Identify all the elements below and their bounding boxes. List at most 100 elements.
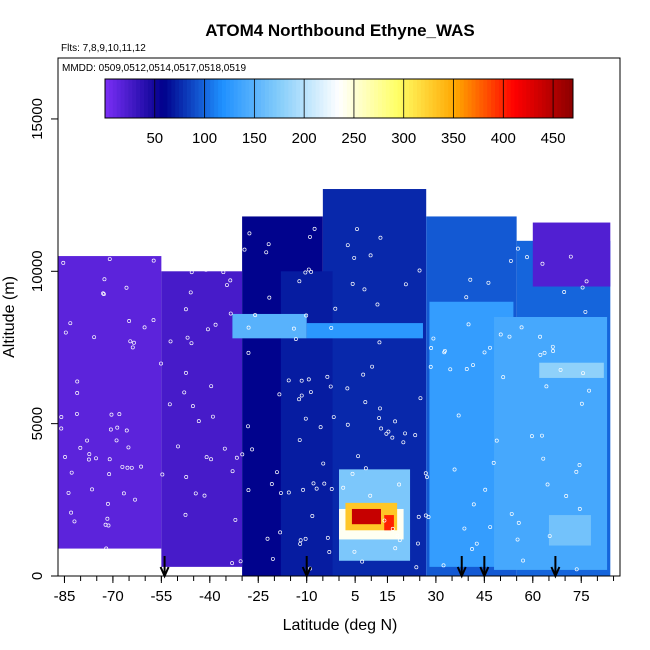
x-tick-label: 60 bbox=[524, 588, 541, 605]
sample-point bbox=[345, 422, 350, 427]
colorbar-segment bbox=[495, 79, 500, 118]
sample-point bbox=[303, 536, 308, 541]
sample-point bbox=[107, 457, 112, 462]
colorbar-segment bbox=[393, 79, 398, 118]
colorbar-segment bbox=[194, 79, 200, 118]
colorbar-segment bbox=[159, 79, 164, 118]
colorbar-segment bbox=[549, 79, 554, 118]
sample-point bbox=[120, 464, 125, 469]
sample-point bbox=[204, 455, 209, 460]
colorbar-segment bbox=[557, 79, 562, 118]
sample-point bbox=[185, 335, 190, 340]
sample-point bbox=[471, 502, 476, 507]
colorbar-segment bbox=[510, 79, 515, 118]
sample-point bbox=[310, 514, 315, 518]
sample-point bbox=[125, 465, 130, 470]
sample-point bbox=[550, 344, 555, 349]
colorbar-segment bbox=[253, 79, 258, 118]
x-tick-label: -10 bbox=[296, 588, 318, 605]
colorbar-tick-label: 400 bbox=[491, 130, 516, 147]
colorbar-tick-label: 350 bbox=[441, 130, 466, 147]
colorbar-segment bbox=[545, 79, 551, 118]
sample-point bbox=[474, 541, 479, 546]
sample-point bbox=[368, 253, 373, 258]
sample-point bbox=[448, 367, 453, 372]
sample-point bbox=[114, 438, 119, 443]
colorbar-segment bbox=[124, 79, 129, 118]
sample-point bbox=[270, 556, 275, 561]
sample-point bbox=[361, 372, 366, 377]
sample-point bbox=[247, 231, 252, 236]
colorbar-tick-label: 450 bbox=[541, 130, 566, 147]
sample-point bbox=[491, 460, 496, 465]
sample-point bbox=[468, 277, 473, 282]
sample-point bbox=[183, 512, 188, 517]
sample-point bbox=[266, 242, 271, 247]
colorbar-frame bbox=[104, 78, 574, 119]
sample-point bbox=[238, 559, 243, 564]
sample-point bbox=[509, 511, 514, 516]
colorbar-segment bbox=[175, 79, 180, 118]
sample-point bbox=[291, 326, 296, 331]
colorbar-segment bbox=[467, 79, 473, 118]
sample-point bbox=[105, 516, 110, 521]
sample-point bbox=[564, 494, 569, 498]
sample-point bbox=[370, 364, 375, 369]
sample-point bbox=[242, 247, 247, 252]
x-tick-label: -55 bbox=[151, 588, 173, 605]
sample-point bbox=[103, 522, 108, 527]
sample-point bbox=[106, 501, 110, 506]
colorbar-segment bbox=[514, 79, 519, 118]
colorbar-segment bbox=[311, 79, 317, 118]
sample-point bbox=[188, 290, 193, 295]
sample-point bbox=[154, 552, 159, 557]
sample-point bbox=[352, 549, 357, 554]
colorbar-segment bbox=[136, 79, 141, 118]
colorbar-segment bbox=[530, 79, 535, 118]
colorbar-segment bbox=[198, 79, 203, 118]
sample-point bbox=[471, 363, 475, 367]
sample-point bbox=[393, 546, 398, 551]
y-tick-label: 5000 bbox=[29, 407, 46, 440]
colorbar-segment bbox=[303, 79, 309, 118]
x-tick-label: -25 bbox=[247, 588, 269, 605]
sample-point bbox=[395, 533, 400, 538]
sample-point bbox=[488, 525, 493, 529]
sample-point bbox=[558, 367, 563, 372]
sample-point bbox=[230, 561, 235, 566]
sample-point bbox=[233, 517, 238, 522]
sample-point bbox=[428, 364, 433, 369]
colorbar-segment bbox=[428, 79, 434, 118]
sample-point bbox=[345, 243, 350, 248]
colorbar-segment bbox=[261, 79, 266, 118]
y-tick-label: 15000 bbox=[29, 98, 46, 140]
x-tick-label: 15 bbox=[379, 588, 396, 605]
sample-point bbox=[286, 490, 291, 495]
colorbar-segment bbox=[444, 79, 449, 118]
colorbar-segment bbox=[339, 79, 344, 118]
sample-point bbox=[541, 456, 546, 461]
sample-point bbox=[222, 446, 227, 451]
sample-point bbox=[345, 386, 350, 391]
colorbar-segment bbox=[300, 79, 305, 118]
sample-point bbox=[225, 283, 229, 287]
colorbar-segment bbox=[420, 79, 426, 118]
heatmap-cell bbox=[58, 256, 162, 549]
colorbar-segment bbox=[526, 79, 531, 118]
colorbar-segment bbox=[471, 79, 476, 118]
sample-point bbox=[318, 425, 323, 430]
colorbar-segment bbox=[147, 79, 153, 118]
sample-point bbox=[377, 416, 382, 420]
sample-point bbox=[416, 514, 421, 519]
sample-point bbox=[350, 281, 355, 286]
colorbar-tick-label: 150 bbox=[242, 130, 267, 147]
sample-point bbox=[587, 388, 592, 393]
sample-point bbox=[189, 270, 194, 275]
colorbar-tick-label: 100 bbox=[192, 130, 217, 147]
sample-point bbox=[483, 487, 488, 492]
sample-point bbox=[547, 534, 552, 538]
colorbar-segment bbox=[245, 79, 250, 118]
sample-point bbox=[69, 510, 74, 515]
y-tick-label: 0 bbox=[29, 572, 46, 580]
